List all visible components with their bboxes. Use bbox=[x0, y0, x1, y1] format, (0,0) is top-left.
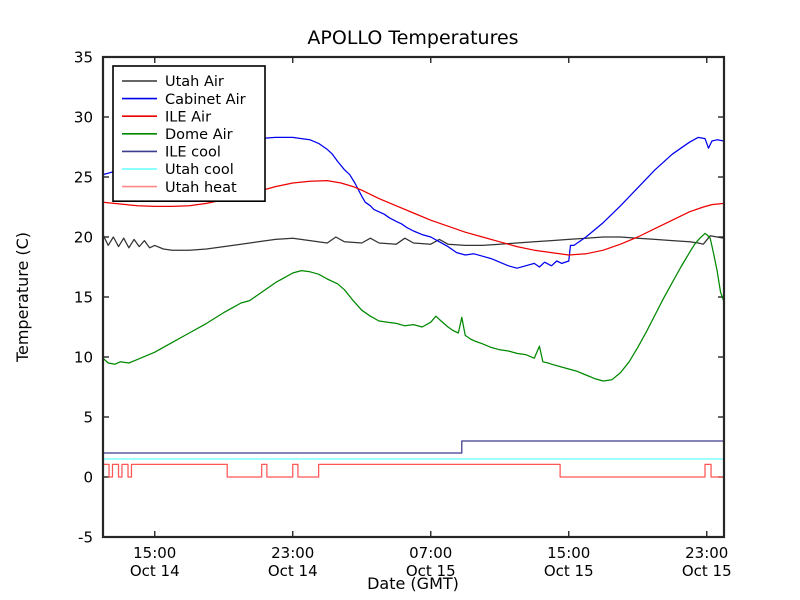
x-tick-label-time: 23:00 bbox=[685, 544, 728, 562]
y-tick-label: 25 bbox=[74, 169, 93, 187]
series-line-ile-air bbox=[102, 179, 725, 256]
series-line-utah-heat bbox=[102, 463, 725, 478]
y-tick-label: 0 bbox=[83, 469, 93, 487]
series-line-utah-air bbox=[102, 233, 725, 251]
legend-label-utah-cool: Utah cool bbox=[165, 162, 234, 178]
y-tick-label: 5 bbox=[83, 409, 93, 427]
x-axis-title: Date (GMT) bbox=[367, 574, 459, 593]
legend-label-utah-heat: Utah heat bbox=[165, 180, 237, 196]
y-tick-label: -5 bbox=[78, 529, 93, 547]
x-tick-label-date: Oct 15 bbox=[406, 562, 456, 580]
y-tick-label: 15 bbox=[74, 289, 93, 307]
chart-title: APOLLO Temperatures bbox=[307, 27, 518, 49]
x-tick-label-time: 07:00 bbox=[409, 544, 452, 562]
legend-label-cabinet-air: Cabinet Air bbox=[165, 92, 246, 108]
y-axis-ticks: -5 0 5 10 15 20 25 30 35 bbox=[74, 49, 724, 547]
y-axis-title: Temperature (C) bbox=[13, 232, 32, 363]
legend-label-utah-air: Utah Air bbox=[165, 74, 224, 90]
legend-label-dome-air: Dome Air bbox=[165, 127, 233, 143]
y-tick-label: 35 bbox=[74, 49, 93, 67]
y-tick-label: 20 bbox=[74, 229, 93, 247]
series-line-ile-cool bbox=[102, 440, 725, 454]
y-tick-label: 30 bbox=[74, 109, 93, 127]
x-tick-label-time: 23:00 bbox=[271, 544, 314, 562]
axes-frame bbox=[101, 55, 726, 539]
legend-label-ile-air: ILE Air bbox=[165, 109, 211, 125]
x-tick-label-date: Oct 15 bbox=[682, 562, 732, 580]
x-tick-label-time: 15:00 bbox=[547, 544, 590, 562]
series-line-dome-air bbox=[102, 232, 725, 382]
series-line-cabinet-air bbox=[102, 136, 725, 269]
x-tick-label-date: Oct 15 bbox=[544, 562, 594, 580]
x-tick-label-date: Oct 14 bbox=[268, 562, 318, 580]
data-series-group bbox=[102, 136, 725, 478]
y-tick-label: 10 bbox=[74, 349, 93, 367]
legend-label-ile-cool: ILE cool bbox=[165, 145, 221, 161]
x-tick-label-time: 15:00 bbox=[133, 544, 176, 562]
x-tick-label-date: Oct 14 bbox=[130, 562, 180, 580]
